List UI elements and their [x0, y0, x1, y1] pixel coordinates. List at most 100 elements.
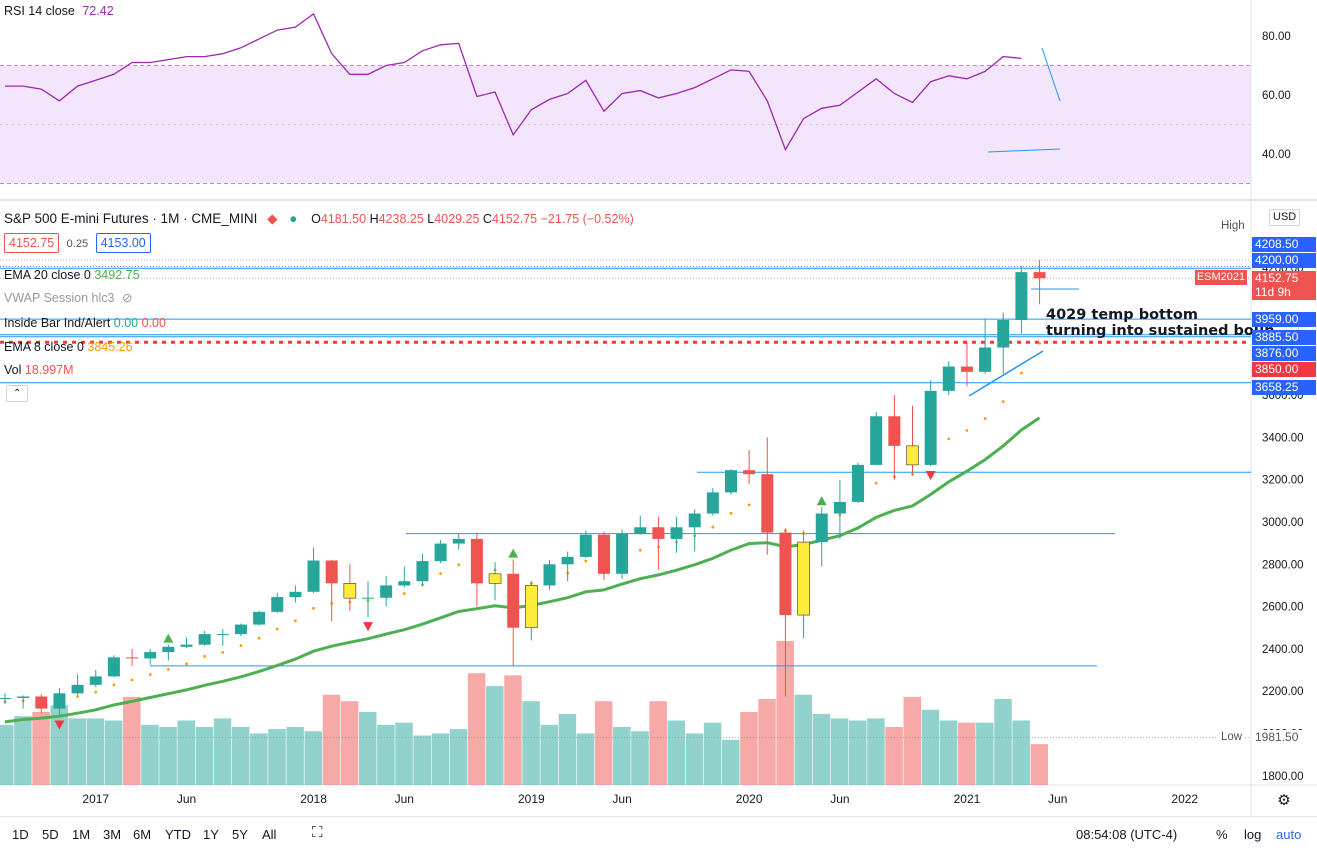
- range-5y[interactable]: 5Y: [232, 827, 248, 842]
- spread: 0.25: [66, 238, 89, 250]
- time-axis-label: Jun: [1048, 792, 1067, 806]
- time-axis-label: 2020: [736, 792, 763, 806]
- volume-bar: [994, 699, 1012, 785]
- ema8-dot: [239, 644, 243, 647]
- candle-body: [17, 696, 30, 698]
- signal-up-triangle: [816, 496, 827, 506]
- volume-bar: [667, 720, 686, 785]
- range-3m[interactable]: 3M: [103, 827, 122, 842]
- volume-bar: [522, 701, 540, 785]
- range-1d[interactable]: 1D: [12, 827, 29, 842]
- ema8-dot: [112, 683, 116, 687]
- volume-bar: [885, 726, 903, 785]
- ema20-value: 3492.75: [94, 268, 140, 282]
- date-range-icon[interactable]: ⛶: [312, 824, 323, 841]
- volume-bar: [867, 718, 885, 785]
- high-label: High: [1218, 219, 1248, 234]
- insidebar-value-2: 0.00: [141, 316, 166, 330]
- ask-price[interactable]: 4153.00: [95, 233, 151, 253]
- volume-value: 18.997M: [24, 363, 74, 377]
- market-status-icon[interactable]: ●: [289, 211, 298, 226]
- ema8-dot: [94, 690, 98, 694]
- candle-body: [688, 513, 701, 528]
- ema8-dot: [747, 503, 751, 507]
- candle-body: [597, 534, 610, 574]
- price-tick-label: 3000.00: [1262, 517, 1304, 529]
- ema8-dot: [402, 592, 406, 596]
- price-tick-label: 2400.00: [1262, 644, 1304, 656]
- volume-bar: [304, 731, 323, 785]
- eye-off-icon: ⊘: [121, 291, 133, 305]
- volume-bar: [250, 733, 268, 785]
- ema8-dot: [457, 563, 461, 567]
- volume-bar: [957, 722, 976, 785]
- candle-body: [797, 541, 810, 616]
- ema20-legend[interactable]: EMA 20 close 0 3492.75: [4, 268, 140, 282]
- range-5d[interactable]: 5D: [42, 827, 59, 842]
- candle-body: [870, 416, 883, 465]
- rsi-tick-label: 80.00: [1262, 31, 1291, 43]
- price-tick-label: 3200.00: [1262, 475, 1304, 487]
- clock[interactable]: 08:54:08 (UTC-4): [1076, 827, 1178, 842]
- volume-bar: [939, 720, 958, 785]
- ema8-legend[interactable]: EMA 8 close 0 3845.26: [4, 340, 133, 354]
- auto-toggle[interactable]: auto: [1276, 827, 1302, 842]
- signal-down-triangle: [54, 720, 65, 730]
- candle-body: [180, 644, 193, 647]
- range-6m[interactable]: 6M: [133, 827, 152, 842]
- volume-bar: [86, 718, 105, 785]
- percent-toggle[interactable]: %: [1216, 827, 1228, 842]
- candle-body: [107, 657, 120, 677]
- candle-body: [216, 634, 229, 636]
- time-axis-label: 2018: [300, 792, 327, 806]
- volume-bar: [123, 696, 141, 785]
- log-toggle[interactable]: log: [1244, 827, 1262, 842]
- ema8-dot: [1001, 400, 1005, 404]
- volume-bar: [50, 705, 68, 785]
- chart-canvas[interactable]: 80.0060.0040.004200.003800.003600.003400…: [0, 0, 1317, 816]
- price-tag: 3885.50: [1252, 329, 1316, 345]
- volume-bar: [322, 694, 341, 785]
- candle-body: [815, 513, 828, 543]
- rsi-line: [5, 12, 1022, 152]
- ema8-dot: [203, 654, 207, 658]
- rsi-band: [0, 65, 1251, 184]
- close-value: 4152.75: [491, 212, 538, 226]
- range-1y[interactable]: 1Y: [203, 827, 219, 842]
- ema8-dot: [947, 437, 951, 441]
- volume-bar: [486, 686, 504, 785]
- candle-body: [743, 470, 756, 475]
- candle-body: [416, 561, 429, 582]
- signal-down-triangle: [925, 470, 936, 480]
- insidebar-legend[interactable]: Inside Bar Ind/Alert 0.00 0.00: [4, 316, 166, 330]
- ema8-dot: [166, 668, 170, 671]
- currency-badge[interactable]: USD: [1269, 209, 1301, 226]
- volume-bar: [976, 722, 994, 785]
- range-all[interactable]: All: [262, 827, 277, 842]
- candle-body: [289, 591, 302, 598]
- insidebar-value-1: 0.00: [113, 316, 139, 330]
- price-tag: 3959.00: [1252, 311, 1316, 327]
- settings-gear-icon[interactable]: ⚙: [1277, 792, 1290, 809]
- ema8-dot: [294, 619, 297, 623]
- volume-bar: [631, 731, 649, 785]
- collapse-legend-button[interactable]: ⌃: [6, 385, 29, 402]
- chart-annotation[interactable]: 4029 temp bottom turning into sustained …: [1046, 307, 1275, 339]
- volume-bar: [359, 711, 377, 785]
- volume-bar: [0, 724, 14, 785]
- vwap-legend[interactable]: VWAP Session hlc3 ⊘: [4, 291, 133, 305]
- candle-body: [0, 697, 11, 699]
- range-ytd[interactable]: YTD: [165, 827, 191, 842]
- rsi-tick-label: 60.00: [1262, 90, 1291, 102]
- flag-icon[interactable]: ◆: [267, 211, 278, 226]
- volume-legend[interactable]: Vol 18.997M: [4, 363, 74, 377]
- volume-bar: [1012, 720, 1030, 785]
- candle-body: [960, 366, 973, 372]
- bid-price[interactable]: 4152.75: [4, 233, 60, 253]
- signal-up-triangle: [163, 633, 174, 643]
- candle-body: [271, 597, 284, 612]
- candle-body: [434, 543, 447, 562]
- candle-body: [924, 390, 937, 465]
- range-1m[interactable]: 1M: [72, 827, 91, 842]
- volume-bar: [594, 701, 613, 785]
